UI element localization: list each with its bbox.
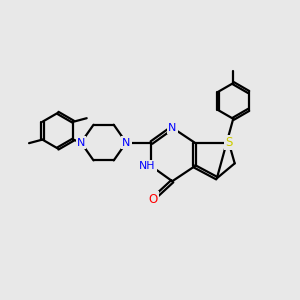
Text: O: O <box>148 193 158 206</box>
Text: N: N <box>77 138 85 148</box>
Text: N: N <box>168 123 176 133</box>
Text: S: S <box>225 136 232 149</box>
Text: N: N <box>122 138 130 148</box>
Text: NH: NH <box>139 161 155 171</box>
